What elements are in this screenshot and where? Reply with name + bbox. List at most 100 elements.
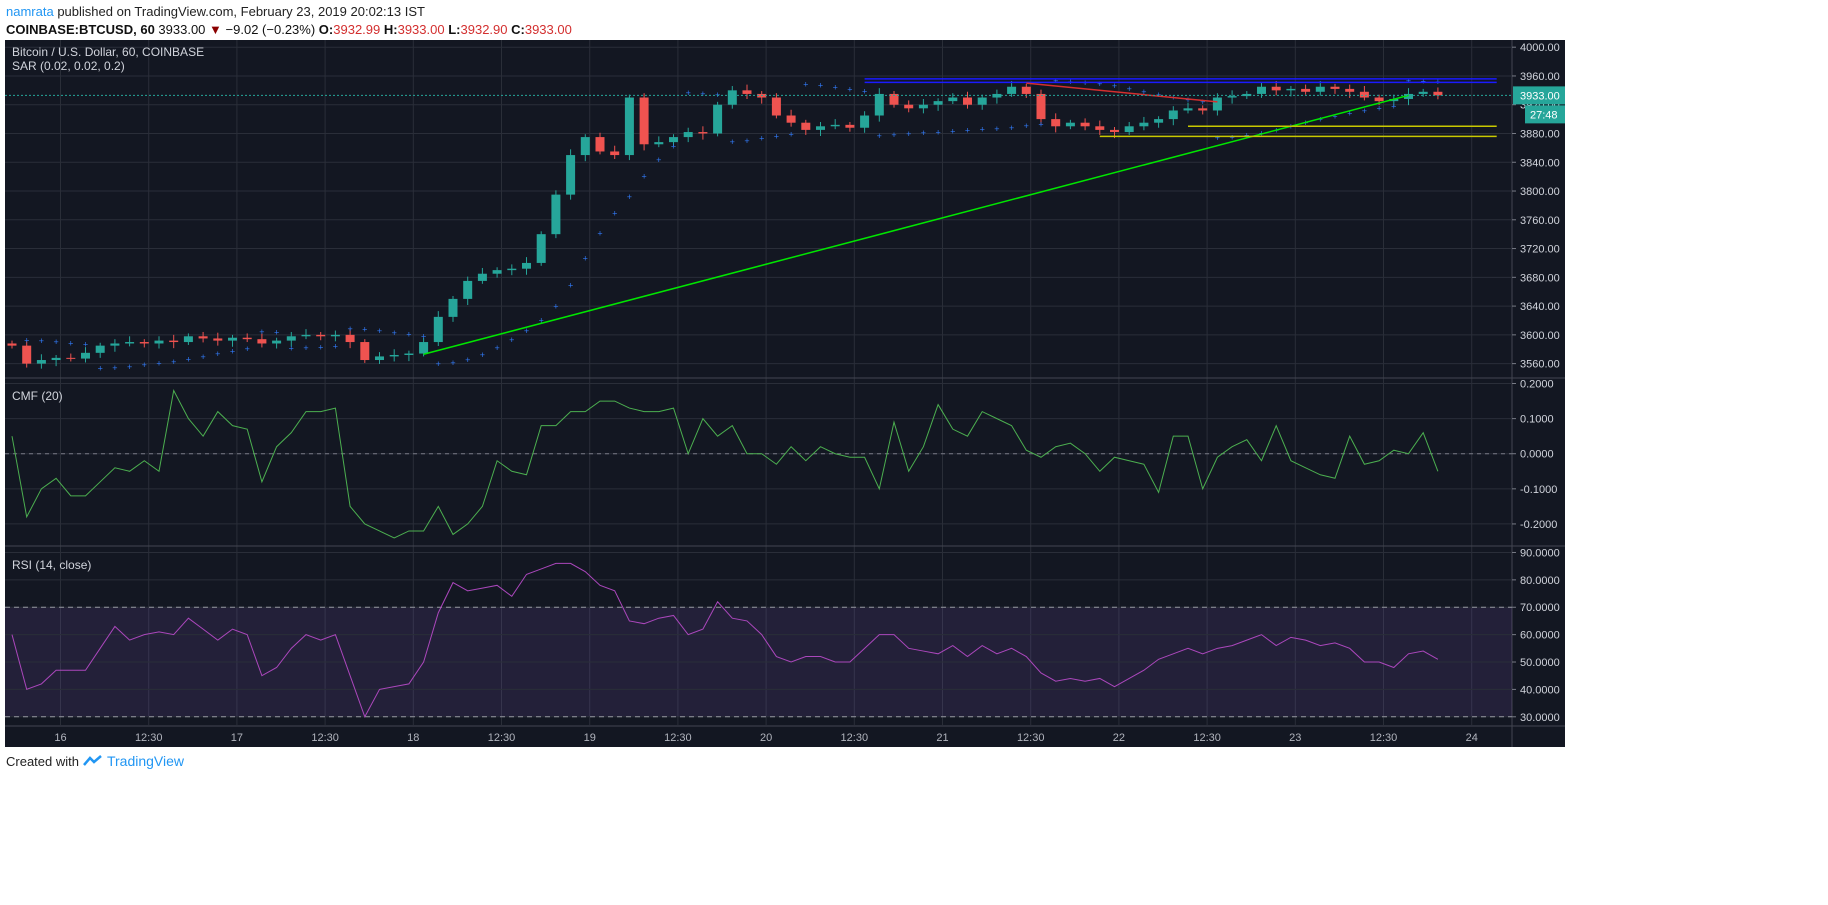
- candle-body: [683, 132, 693, 138]
- candle-body: [228, 337, 237, 341]
- candle-body: [1315, 86, 1325, 92]
- publish-text: published on TradingView.com, February 2…: [57, 4, 425, 19]
- candle-body: [154, 340, 164, 344]
- time-label: 23: [1289, 732, 1301, 744]
- candle-body: [301, 334, 311, 337]
- price-axis-label: 3960.00: [1520, 71, 1560, 83]
- sar-dot: +: [230, 346, 235, 356]
- candle-body: [507, 268, 517, 271]
- rsi-axis-label: 40.0000: [1520, 684, 1560, 696]
- sar-dot: +: [215, 349, 220, 359]
- candle-body: [698, 132, 708, 134]
- open-value: 3932.99: [333, 22, 381, 37]
- sar-dot: +: [759, 134, 764, 144]
- candle-body: [918, 104, 928, 109]
- candle-body: [889, 93, 899, 105]
- rsi-line: [11, 562, 1439, 719]
- open-label: O:: [318, 22, 334, 37]
- rsi-axis-label: 60.0000: [1520, 630, 1560, 642]
- price-change: −9.02 (−0.23%): [225, 22, 316, 37]
- candle-body: [874, 93, 884, 116]
- sar-dot: +: [847, 85, 852, 95]
- time-label: 12:30: [135, 732, 163, 744]
- candle-body: [1433, 91, 1443, 96]
- candle-body: [992, 93, 1002, 98]
- candle-body: [169, 340, 179, 343]
- sar-dot: +: [333, 342, 338, 352]
- time-label: 16: [54, 732, 66, 744]
- sar-dot: +: [980, 125, 985, 135]
- sar-dot: +: [406, 330, 411, 340]
- sar-dot: +: [171, 357, 176, 367]
- candle-body: [51, 357, 61, 361]
- candle-body: [81, 352, 90, 359]
- price-axis-label: 3840.00: [1520, 157, 1560, 169]
- sar-dot: +: [362, 324, 367, 334]
- candle-body: [36, 360, 46, 364]
- candle-body: [830, 124, 840, 127]
- sar-dot: +: [568, 281, 573, 291]
- candle-body: [1183, 108, 1193, 111]
- time-label: 19: [584, 732, 596, 744]
- price-axis-label: 3640.00: [1520, 301, 1560, 313]
- cmf-title: CMF (20): [12, 389, 63, 403]
- author-link[interactable]: namrata: [6, 4, 54, 19]
- candle-body: [404, 353, 414, 355]
- sar-dot: +: [1127, 84, 1132, 94]
- candle-body: [110, 343, 120, 346]
- candle-body: [477, 273, 487, 281]
- time-label: 20: [760, 732, 772, 744]
- sar-dot: +: [1097, 79, 1102, 89]
- candle-body: [904, 104, 914, 109]
- sar-dot: +: [1024, 121, 1029, 131]
- sar-dot: +: [39, 336, 44, 346]
- candle-body: [1374, 97, 1384, 102]
- sar-dot: +: [906, 129, 911, 139]
- sar-dot: +: [862, 86, 867, 96]
- sar-dot: +: [1215, 133, 1220, 143]
- price-axis-label: 3720.00: [1520, 244, 1560, 256]
- sar-dot: +: [289, 344, 294, 354]
- sar-dot: +: [200, 352, 205, 362]
- sar-dot: +: [686, 88, 691, 98]
- candle-body: [1418, 91, 1428, 94]
- candle-body: [522, 262, 531, 269]
- high-label: H:: [383, 22, 398, 37]
- sar-dot: +: [524, 326, 529, 336]
- candle-body: [654, 142, 664, 145]
- candle-body: [786, 115, 796, 123]
- tradingview-brand[interactable]: TradingView: [106, 753, 185, 769]
- sar-dot: +: [1347, 109, 1352, 119]
- created-with-text: Created with: [6, 753, 79, 769]
- sar-dot: +: [1244, 130, 1249, 140]
- sar-dot: +: [347, 324, 352, 334]
- candle-body: [433, 316, 443, 343]
- time-label: 12:30: [311, 732, 339, 744]
- candle-body: [1036, 93, 1046, 120]
- close-label: C:: [511, 22, 525, 37]
- sar-dot: +: [921, 128, 926, 138]
- current-price-label: 3933.00: [1520, 90, 1560, 102]
- candle-body: [492, 270, 502, 274]
- time-label: 12:30: [1370, 732, 1398, 744]
- sar-dot: +: [421, 331, 426, 341]
- candle-body: [1359, 91, 1369, 98]
- cmf-axis-label: -0.2000: [1520, 519, 1557, 531]
- candle-body: [566, 155, 576, 195]
- candle-body: [624, 97, 634, 156]
- sar-dot: +: [494, 343, 499, 353]
- candle-body: [727, 90, 737, 105]
- sar-dot: +: [744, 136, 749, 146]
- cmf-axis-label: 0.1000: [1520, 414, 1554, 426]
- candle-body: [860, 115, 870, 128]
- candle-body: [22, 345, 32, 364]
- time-label: 24: [1466, 732, 1478, 744]
- time-label: 12:30: [841, 732, 869, 744]
- sar-dot: +: [1406, 76, 1411, 86]
- chart[interactable]: 16 12:30 17 12:30 18 12:30 19 12:30 20 12:30 21 12:…: [0, 38, 1570, 750]
- candle-body: [1065, 122, 1075, 127]
- sar-dot: +: [1053, 76, 1058, 86]
- sar-dot: +: [612, 208, 617, 218]
- candle-body: [1198, 108, 1208, 111]
- cmf-axis-label: 0.0000: [1520, 449, 1554, 461]
